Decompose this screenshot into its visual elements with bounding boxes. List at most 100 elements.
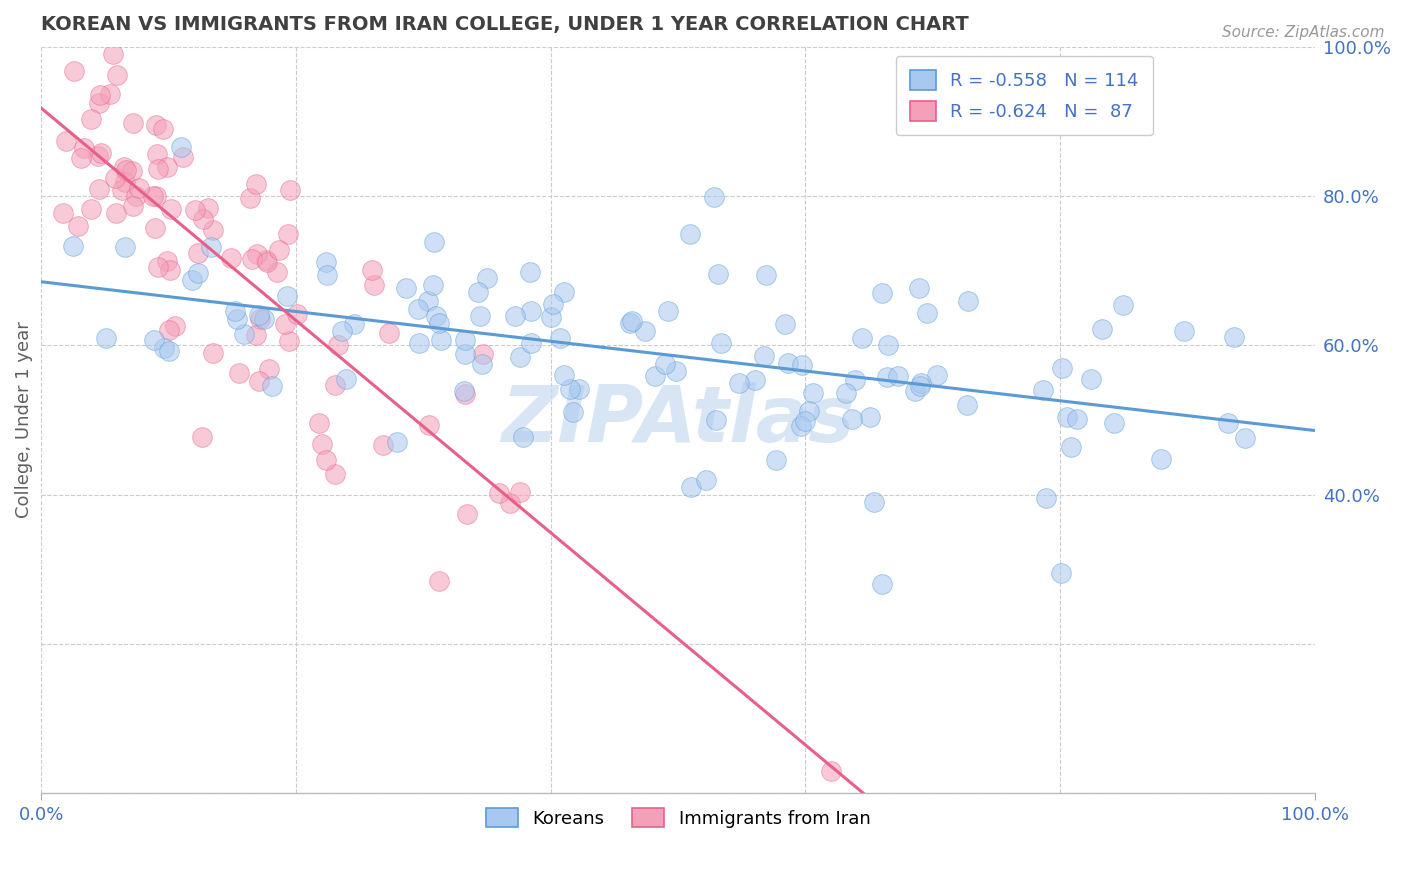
Point <box>1066 411 1088 425</box>
Point <box>790 359 813 373</box>
Point <box>927 368 949 383</box>
Point <box>323 467 346 482</box>
Point <box>475 271 498 285</box>
Point <box>233 327 256 342</box>
Point <box>568 382 591 396</box>
Point <box>754 268 776 283</box>
Point <box>187 246 209 260</box>
Point <box>776 356 799 370</box>
Point <box>1234 431 1257 445</box>
Point <box>1112 297 1135 311</box>
Point <box>519 264 541 278</box>
Point <box>373 438 395 452</box>
Point <box>114 240 136 254</box>
Point <box>52 206 75 220</box>
Point <box>153 341 176 355</box>
Point <box>1150 452 1173 467</box>
Point <box>266 265 288 279</box>
Point <box>1060 440 1083 454</box>
Point <box>454 387 477 401</box>
Point <box>657 303 679 318</box>
Point <box>246 246 269 260</box>
Point <box>226 312 249 326</box>
Point <box>256 255 278 269</box>
Point <box>104 170 127 185</box>
Point <box>156 160 179 174</box>
Point <box>803 386 825 401</box>
Point <box>247 374 270 388</box>
Point <box>790 419 813 434</box>
Point <box>1222 329 1244 343</box>
Point <box>285 307 308 321</box>
Point <box>775 317 797 331</box>
Point <box>907 281 929 295</box>
Point <box>55 134 77 148</box>
Point <box>540 310 562 325</box>
Point <box>156 254 179 268</box>
Point <box>330 324 353 338</box>
Point <box>111 183 134 197</box>
Point <box>378 326 401 341</box>
Point <box>335 372 357 386</box>
Point <box>550 331 572 345</box>
Point <box>841 412 863 426</box>
Point <box>915 306 938 320</box>
Point <box>679 480 702 494</box>
Point <box>159 262 181 277</box>
Point <box>114 175 136 189</box>
Point <box>858 410 880 425</box>
Point <box>957 293 980 308</box>
Point <box>385 435 408 450</box>
Point <box>269 243 291 257</box>
Point <box>621 314 644 328</box>
Point <box>278 183 301 197</box>
Point <box>125 189 148 203</box>
Point <box>262 379 284 393</box>
Point <box>870 577 893 591</box>
Point <box>361 263 384 277</box>
Point <box>70 151 93 165</box>
Point <box>908 379 931 393</box>
Point <box>172 150 194 164</box>
Legend: Koreans, Immigrants from Iran: Koreans, Immigrants from Iran <box>477 798 879 837</box>
Point <box>245 177 267 191</box>
Point <box>425 310 447 324</box>
Point <box>472 347 495 361</box>
Point <box>468 309 491 323</box>
Point <box>423 235 446 249</box>
Point <box>122 116 145 130</box>
Point <box>1216 416 1239 430</box>
Point <box>406 302 429 317</box>
Point <box>887 369 910 384</box>
Point <box>703 190 725 204</box>
Point <box>876 370 898 384</box>
Point <box>1102 416 1125 430</box>
Point <box>512 430 534 444</box>
Point <box>488 486 510 500</box>
Point <box>278 334 301 349</box>
Point <box>142 189 165 203</box>
Point <box>706 267 728 281</box>
Point <box>146 147 169 161</box>
Point <box>62 63 84 78</box>
Point <box>1080 372 1102 386</box>
Point <box>709 336 731 351</box>
Point <box>181 273 204 287</box>
Point <box>394 281 416 295</box>
Point <box>728 376 751 390</box>
Point <box>79 202 101 217</box>
Point <box>793 414 815 428</box>
Point <box>105 68 128 82</box>
Point <box>115 163 138 178</box>
Point <box>249 311 271 326</box>
Point <box>187 266 209 280</box>
Point <box>121 163 143 178</box>
Point <box>165 318 187 333</box>
Point <box>619 316 641 330</box>
Point <box>363 278 385 293</box>
Point <box>695 473 717 487</box>
Point <box>844 373 866 387</box>
Point <box>100 87 122 102</box>
Point <box>105 206 128 220</box>
Point <box>87 182 110 196</box>
